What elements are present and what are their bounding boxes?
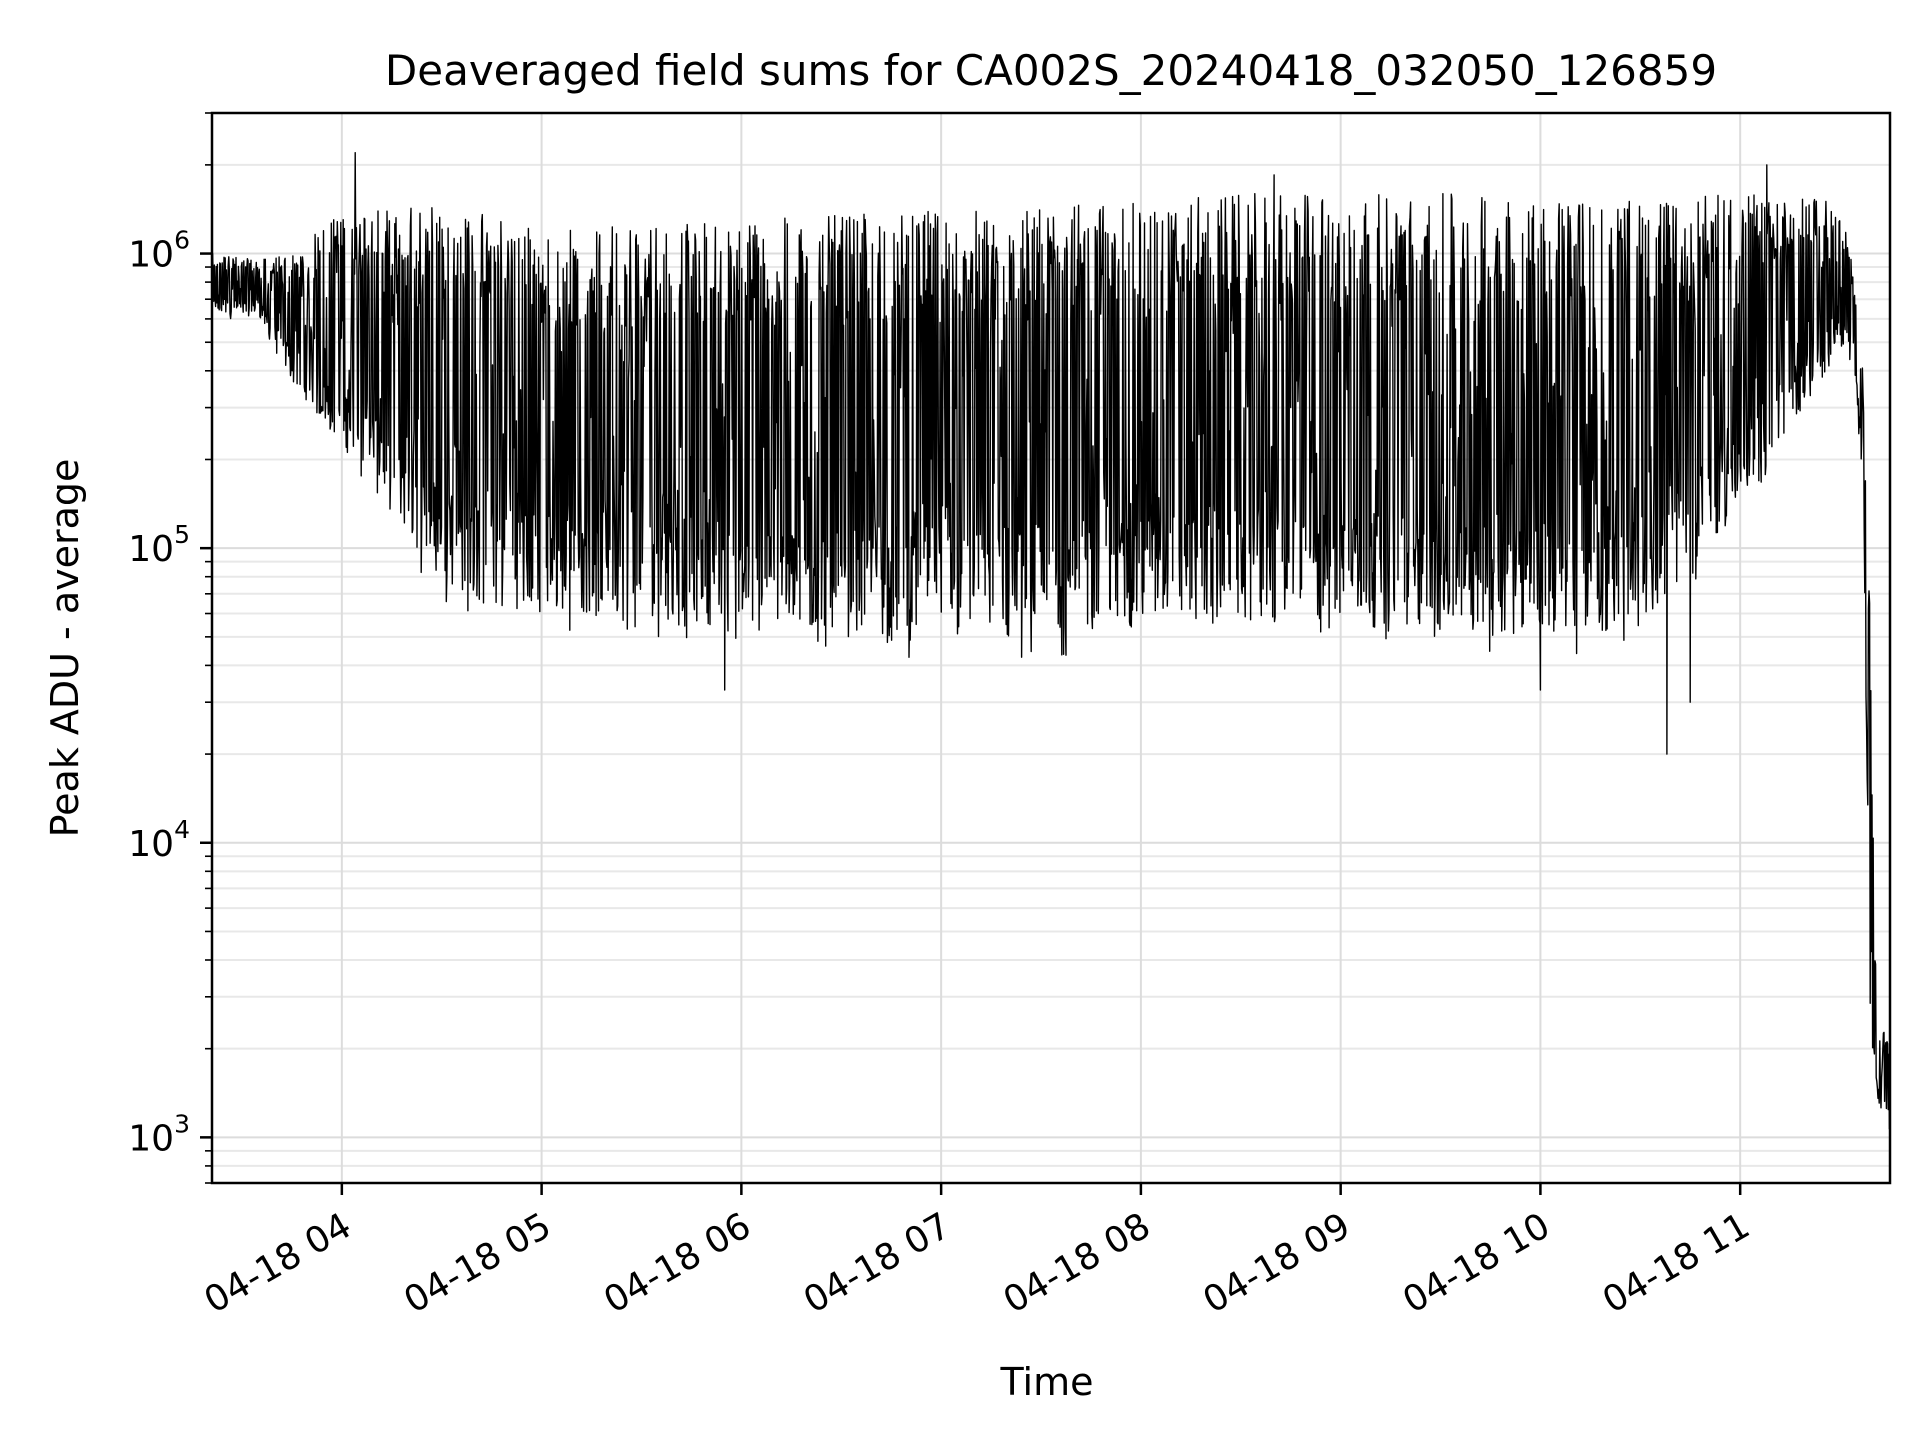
y-axis-label: Peak ADU - average — [43, 459, 87, 838]
chart-title: Deaveraged field sums for CA002S_2024041… — [385, 46, 1717, 95]
x-axis-label: Time — [1000, 1360, 1094, 1404]
y-tick-label: 104 — [128, 815, 190, 865]
plot-frame — [210, 111, 1892, 1185]
series-line — [211, 152, 1891, 1130]
y-axis: 103 104 105 106 — [128, 112, 212, 1184]
series-layer — [211, 152, 1891, 1130]
y-tick-label: 105 — [128, 520, 190, 570]
y-tick-label: 106 — [128, 226, 190, 276]
y-tick-label: 103 — [128, 1109, 190, 1159]
